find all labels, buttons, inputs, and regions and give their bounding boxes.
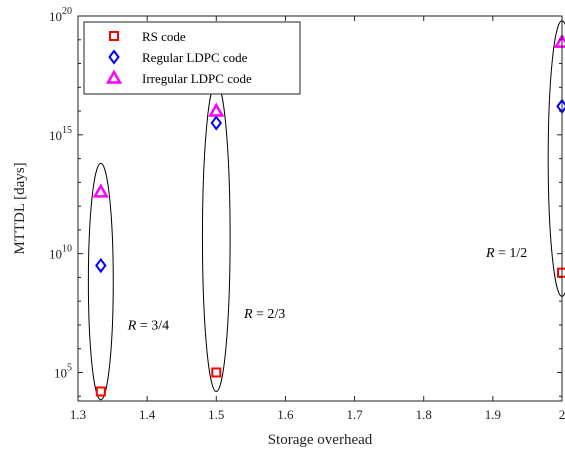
x-tick-label: 1.4 — [139, 407, 156, 422]
plot-frame — [77, 15, 563, 402]
legend-label: Irregular LDPC code — [142, 71, 252, 86]
y-tick-label: 1010 — [49, 244, 72, 262]
legend: RS code Regular LDPC code Irregular LDPC c… — [83, 21, 301, 95]
x-ticks: 1.3 1.4 1.5 1.6 1.7 1.8 1.9 2 — [70, 16, 565, 422]
rate-label: R = 3/4 — [127, 319, 169, 334]
legend-label: Regular LDPC code — [142, 50, 248, 65]
legend-marker-triangle — [105, 69, 123, 84]
x-tick-label: 1.9 — [485, 407, 501, 422]
rate-label: R = 1/2 — [485, 246, 527, 261]
point-triangle — [553, 33, 565, 48]
point-triangle — [92, 183, 109, 198]
x-axis-label: Storage overhead — [268, 432, 373, 448]
legend-marker-square — [109, 31, 119, 41]
x-tick-label: 2 — [559, 407, 565, 422]
y-tick-label: 105 — [54, 362, 72, 380]
y-tick-label: 1020 — [49, 6, 72, 24]
rate-annotations: R = 3/4 R = 2/3 R = 1/2 — [127, 246, 528, 333]
x-tick-label: 1.8 — [416, 407, 432, 422]
y-axis-label: MTTDL [days] — [12, 162, 28, 254]
y-tick-label: 1015 — [49, 125, 72, 143]
x-tick-label: 1.6 — [277, 407, 294, 422]
legend-label: RS code — [142, 29, 186, 44]
x-tick-label: 1.3 — [70, 407, 86, 422]
x-tick-label: 1.7 — [346, 407, 363, 422]
y-ticks: 105 1010 1015 1020 — [49, 6, 562, 397]
rate-ellipse — [87, 162, 114, 401]
x-tick-label: 1.5 — [208, 407, 224, 422]
point-square — [211, 367, 222, 378]
rate-label: R = 2/3 — [243, 307, 285, 322]
point-triangle — [208, 102, 225, 117]
point-diamond — [95, 257, 107, 274]
data-points — [92, 33, 565, 397]
legend-marker-diamond — [108, 49, 120, 65]
point-diamond — [210, 115, 223, 131]
point-square — [95, 386, 106, 397]
point-diamond — [556, 98, 565, 114]
